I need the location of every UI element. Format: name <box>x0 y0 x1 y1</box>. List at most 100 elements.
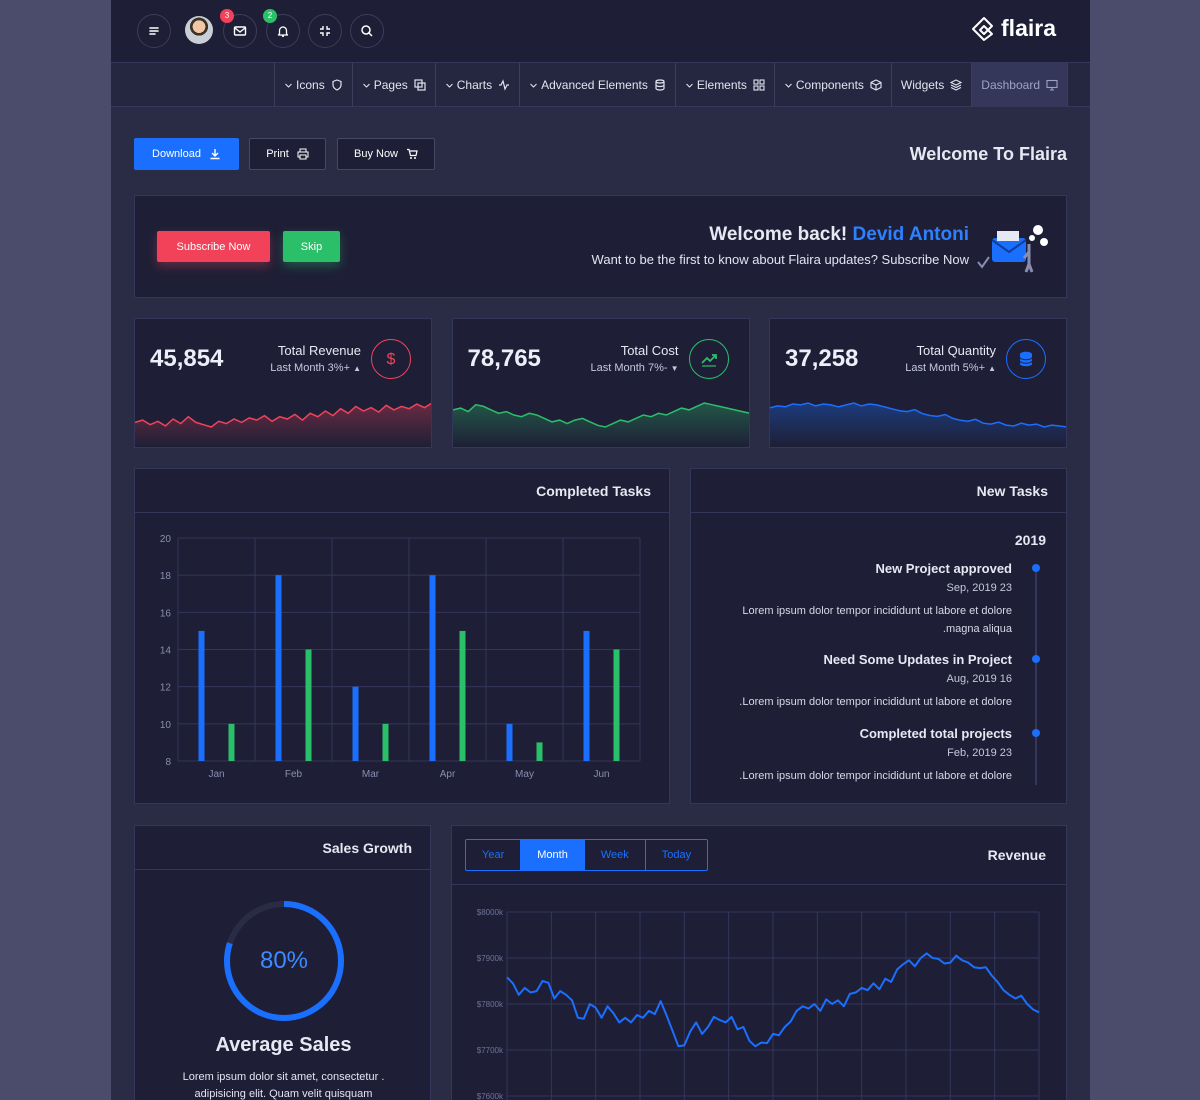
sparkline-line <box>135 402 431 428</box>
menu-item-dashboard[interactable]: Dashboard <box>971 63 1068 107</box>
menu-item-elements[interactable]: Elements <box>674 63 774 107</box>
menu-item-widgets[interactable]: Widgets <box>890 63 971 107</box>
printer-icon <box>297 148 309 160</box>
skip-button[interactable]: Skip <box>283 231 340 262</box>
grid-icon <box>753 79 765 91</box>
menu-item-advanced-elements[interactable]: Advanced Elements <box>519 63 675 107</box>
y-tick-label: $7600k <box>477 1092 504 1100</box>
timeline-dot <box>1032 655 1040 663</box>
average-sales-heading: Average Sales <box>215 1034 352 1056</box>
chevron-down-icon <box>530 83 537 88</box>
menu-item-pages[interactable]: Pages <box>351 63 435 107</box>
progress-ring-fill <box>224 901 344 1021</box>
buy-now-label: Buy Now <box>353 148 399 160</box>
search-button[interactable] <box>350 14 384 48</box>
revenue-line <box>506 952 1040 1048</box>
app-frame: 3 2 flaira Icons Pages Charts Advanced Elem… <box>111 0 1090 1100</box>
chevron-down-icon <box>285 83 292 88</box>
bell-icon <box>277 26 289 37</box>
bar <box>228 723 235 761</box>
layers-icon <box>950 79 963 91</box>
hamburger-menu-button[interactable] <box>137 14 171 48</box>
stat-title: Total Quantity <box>916 343 997 358</box>
bar <box>429 575 436 761</box>
menu-item-label: Pages <box>373 78 408 92</box>
buy-now-button[interactable]: Buy Now <box>337 138 435 170</box>
fullscreen-button[interactable] <box>308 14 342 48</box>
main-menu: Icons Pages Charts Advanced Elements Element… <box>274 63 1068 107</box>
tab-year[interactable]: Year <box>466 840 522 870</box>
stat-subtitle: Last Month 7%- ▼ <box>590 362 679 374</box>
revenue-card: Revenue Year Month Week Today $7600k $7700k $… <box>451 825 1067 1100</box>
y-tick-label: $7700k <box>477 1046 504 1055</box>
menu-item-label: Widgets <box>900 78 945 92</box>
download-icon <box>210 149 220 160</box>
database-icon <box>1006 339 1046 379</box>
x-tick-label: Apr <box>440 769 456 780</box>
stat-card: 37,258 Total Quantity Last Month 5%+ ▲ <box>769 318 1067 448</box>
search-icon <box>361 25 373 37</box>
menu-item-icons[interactable]: Icons <box>274 63 352 107</box>
bar <box>613 649 620 761</box>
bar <box>275 575 282 761</box>
menu-item-label: Components <box>795 78 864 92</box>
bar <box>459 630 466 761</box>
x-tick-label: Feb <box>285 769 303 780</box>
messages-button[interactable]: 3 <box>220 9 257 48</box>
box-icon <box>870 79 882 91</box>
timeline-item-date: Sep, 2019 23 <box>946 582 1012 594</box>
sparkline-area <box>452 403 749 447</box>
timeline-item-title[interactable]: Need Some Updates in Project <box>823 652 1012 667</box>
menu-item-components[interactable]: Components <box>773 63 891 107</box>
top-bar: 3 2 flaira <box>111 0 1090 62</box>
notifications-button[interactable]: 2 <box>263 9 300 48</box>
completed-tasks-title: Completed Tasks <box>135 469 669 513</box>
print-button[interactable]: Print <box>249 138 326 170</box>
print-label: Print <box>266 148 289 160</box>
monitor-icon <box>1046 79 1058 91</box>
avatar[interactable] <box>185 16 213 44</box>
caret-up-icon: ▲ <box>353 364 361 373</box>
svg-text:$: $ <box>387 351 396 368</box>
menu-item-charts[interactable]: Charts <box>434 63 519 107</box>
chevron-down-icon <box>445 83 453 88</box>
timeline-dot <box>1032 564 1040 572</box>
new-tasks-card: New Tasks 2019 New Project approved Sep, … <box>690 468 1067 804</box>
caret-down-icon: ▼ <box>670 364 679 373</box>
database-icon <box>655 79 665 91</box>
revenue-chart: $7600k $7700k $7800k $7900k $8000k <box>477 908 1040 1100</box>
stat-title: Total Revenue <box>277 343 361 358</box>
sparkline-area <box>135 403 431 447</box>
minimize-icon <box>320 26 330 36</box>
timeline-item-title[interactable]: New Project approved <box>875 561 1012 576</box>
stat-subtitle: Last Month 5%+ ▲ <box>905 362 996 374</box>
user-name[interactable]: Devid Antoni <box>852 224 969 245</box>
main-menu-bar: Icons Pages Charts Advanced Elements Element… <box>111 62 1090 107</box>
tab-month[interactable]: Month <box>521 840 585 870</box>
sales-text: Lorem ipsum dolor sit amet, consectetur … <box>182 1071 385 1100</box>
new-tasks-title: New Tasks <box>691 469 1066 513</box>
tab-today[interactable]: Today <box>661 849 692 861</box>
revenue-period-tabs: Year Month Week Today <box>465 839 709 871</box>
sales-growth-card: Sales Growth 80% Average Sales Lorem ips… <box>134 825 431 1100</box>
menu-item-label: Icons <box>296 78 325 92</box>
download-button[interactable]: Download <box>134 138 239 170</box>
welcome-message: Want to be the first to know about Flair… <box>591 252 969 267</box>
chevron-down-icon <box>685 83 693 88</box>
greeting: Welcome back! <box>709 224 848 245</box>
tab-week[interactable]: Week <box>585 840 646 870</box>
y-tick-label: 10 <box>160 720 172 731</box>
dollar-icon: $ <box>371 339 411 379</box>
activity-icon <box>499 79 510 91</box>
subscribe-now-button[interactable]: Subscribe Now <box>157 231 270 262</box>
y-tick-label: 12 <box>160 683 172 694</box>
welcome-text: Welcome back! Devid Antoni Want to be th… <box>592 224 969 267</box>
bell-badge: 2 <box>263 9 277 23</box>
mailbox-illustration <box>977 225 1048 273</box>
brand-logo[interactable]: flaira <box>971 15 1056 42</box>
sales-progress-ring <box>224 901 344 1021</box>
y-tick-label: 18 <box>160 571 172 582</box>
y-tick-label: 8 <box>165 757 171 768</box>
timeline-item-date: Feb, 2019 23 <box>947 747 1012 759</box>
timeline-item-title[interactable]: Completed total projects <box>859 726 1012 741</box>
